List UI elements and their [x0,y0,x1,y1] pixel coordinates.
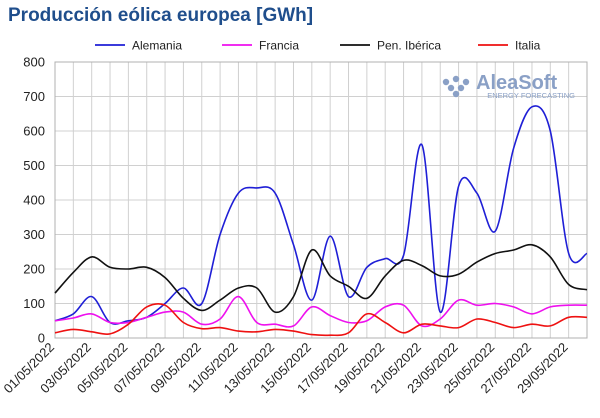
legend-label: Alemania [132,39,182,53]
watermark-name: AleaSoft [476,72,557,94]
series-line-italia [54,302,588,337]
y-tick-label: 300 [23,227,45,242]
watermark-logo-dot [457,84,465,92]
series-line-pen-iberica [54,243,588,314]
y-tick-label: 100 [23,296,45,311]
series-line-alemania [54,105,588,325]
chart-grid [54,61,588,339]
y-tick-label: 0 [38,331,45,346]
legend-label: Italia [515,39,541,53]
y-tick-label: 500 [23,158,45,173]
y-tick-label: 400 [23,193,45,208]
y-axis-ticks: 0 100 200 300 400 500 600 700 800 [23,55,45,346]
y-tick-label: 600 [23,124,45,139]
y-tick-label: 200 [23,262,45,277]
watermark-logo-dot [452,90,460,98]
plot-area-border [54,61,588,339]
y-tick-label: 800 [23,55,45,70]
x-axis-ticks: 01/05/202203/05/202205/05/202207/05/2022… [0,340,570,397]
watermark-tagline: ENERGY FORECASTING [487,91,575,100]
series-line-francia [54,295,588,328]
series-lines [54,105,588,337]
watermark-logo-dot [442,78,450,86]
legend-label: Pen. Ibérica [377,39,441,53]
chart-title: Producción eólica europea [GWh] [8,5,314,26]
watermark-logo-dot [462,78,470,86]
watermark-logo-dot [447,84,455,92]
watermark-logo-dot [452,75,460,83]
legend-label: Francia [259,39,299,53]
y-tick-label: 700 [23,89,45,104]
legend: Alemania Francia Pen. Ibérica Italia [95,39,541,53]
